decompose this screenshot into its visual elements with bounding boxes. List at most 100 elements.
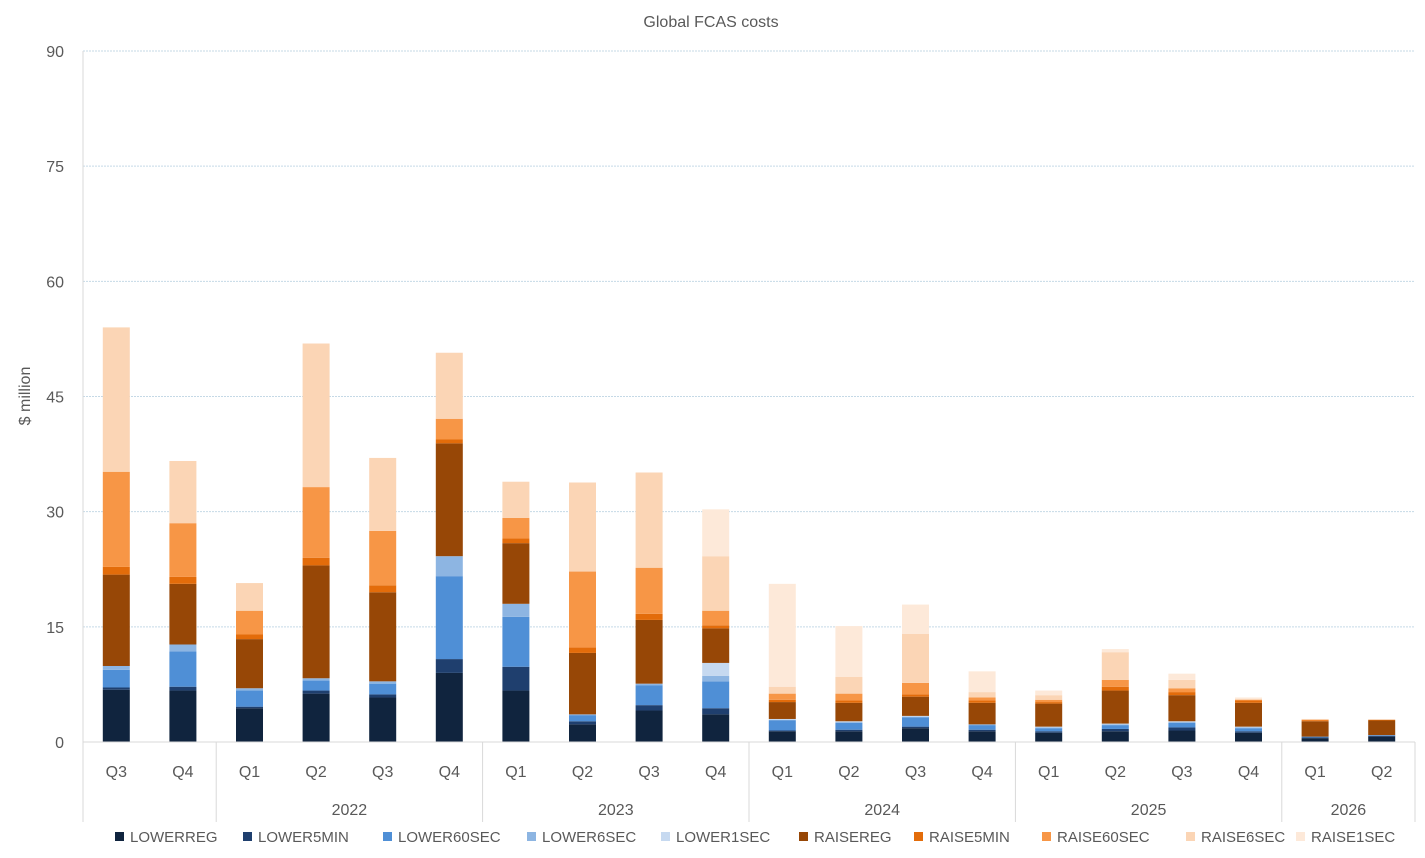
bar-segment-raisereg bbox=[1301, 721, 1329, 737]
bar-segment-lower60sec bbox=[502, 616, 530, 667]
x-axis: Q3 Q4 Q1 Q2 Q3 Q4 Q1 Q2 Q3 Q4 Q1 Q2 Q3 Q4 Q1 Q2 Q3 Q4 Q1 Q2… bbox=[82, 741, 1416, 822]
bar-segment-raise5min bbox=[302, 557, 330, 566]
year-group-label: 2023 bbox=[598, 802, 634, 819]
bar-segment-raise6sec bbox=[236, 583, 263, 611]
bar-segment-lowerreg bbox=[968, 731, 996, 742]
bar-segment-lower6sec bbox=[1035, 727, 1063, 729]
bar-segment-raise5min bbox=[1235, 700, 1262, 703]
x-tick-label: Q4 bbox=[971, 764, 992, 781]
legend-swatch bbox=[527, 832, 536, 841]
bar-segment-lower6sec bbox=[502, 603, 530, 617]
bar-segment-lower5min bbox=[968, 729, 996, 732]
bar-segment-lowerreg bbox=[635, 710, 663, 742]
bar-segment-lowerreg bbox=[102, 689, 130, 742]
bar-segment-lower1sec bbox=[835, 721, 863, 723]
bar-segment-raise6sec bbox=[768, 686, 796, 694]
legend-label: RAISE1SEC bbox=[1311, 829, 1395, 846]
bar-stack bbox=[1168, 673, 1196, 742]
bar-segment-raisereg bbox=[1035, 703, 1063, 727]
bar-segment-lowerreg bbox=[435, 672, 463, 742]
bar-segment-raise5min bbox=[1168, 692, 1196, 696]
legend-swatch bbox=[1296, 832, 1305, 841]
bar-segment-raisereg bbox=[635, 619, 663, 684]
bar-segment-lower60sec bbox=[102, 669, 130, 688]
y-tick-label: 75 bbox=[46, 159, 64, 176]
bar-segment-raise60sec bbox=[169, 523, 197, 577]
bar-segment-lower60sec bbox=[1035, 728, 1063, 732]
bar-segment-raise60sec bbox=[1035, 699, 1063, 703]
bar-segment-lowerreg bbox=[1301, 738, 1329, 742]
bar-segment-lower5min bbox=[569, 721, 596, 725]
bar-segment-raisereg bbox=[302, 565, 330, 679]
bar-segment-lower1sec bbox=[1168, 721, 1196, 723]
bar-stack bbox=[768, 583, 796, 742]
legend-label: RAISE5MIN bbox=[929, 829, 1010, 846]
bar-segment-raise5min bbox=[569, 647, 596, 653]
bar-stack bbox=[169, 460, 197, 742]
bar-segment-lower6sec bbox=[1101, 724, 1129, 726]
y-tick-label: 30 bbox=[46, 505, 64, 522]
bar-segment-lowerreg bbox=[835, 731, 863, 742]
bar-segment-raise6sec bbox=[502, 481, 530, 518]
bar-segment-lower5min bbox=[768, 730, 796, 732]
bar-stack bbox=[236, 583, 263, 742]
bar-segment-lowerreg bbox=[369, 697, 397, 742]
bar-segment-raise5min bbox=[835, 700, 863, 703]
bar-segment-raisereg bbox=[102, 574, 130, 666]
bar-segment-lower60sec bbox=[569, 715, 596, 722]
bar-segment-raise6sec bbox=[302, 343, 330, 488]
legend-swatch bbox=[799, 832, 808, 841]
bar-segment-raise60sec bbox=[102, 471, 130, 567]
bar-segment-raisereg bbox=[968, 702, 996, 725]
bar-segment-raise1sec bbox=[768, 583, 796, 687]
bar-segment-lower60sec bbox=[635, 685, 663, 706]
bar-segment-lower60sec bbox=[302, 680, 330, 691]
bar-segment-lower6sec bbox=[835, 722, 863, 723]
legend-swatch bbox=[661, 832, 670, 841]
legend-label: RAISEREG bbox=[814, 829, 892, 846]
bar-segment-raisereg bbox=[502, 543, 530, 604]
bar-segment-raise1sec bbox=[1235, 697, 1262, 700]
bar-segment-lower5min bbox=[102, 687, 130, 690]
bar-stack bbox=[1301, 718, 1329, 742]
bar-stack bbox=[1235, 697, 1262, 742]
bar-segment-raise6sec bbox=[1168, 679, 1196, 689]
legend-label: LOWER5MIN bbox=[258, 829, 349, 846]
bar-segment-lower1sec bbox=[902, 715, 929, 717]
bar-stack bbox=[502, 481, 530, 742]
bar-segment-raise60sec bbox=[435, 418, 463, 440]
legend-label: RAISE6SEC bbox=[1201, 829, 1285, 846]
bar-segment-lower6sec bbox=[169, 644, 197, 652]
legend-swatch bbox=[243, 832, 252, 841]
bar-segment-raise60sec bbox=[369, 530, 397, 586]
x-tick-label: Q1 bbox=[1038, 764, 1059, 781]
bar-segment-lower60sec bbox=[1101, 725, 1129, 729]
bar-segment-lowerreg bbox=[768, 731, 796, 742]
bar-segment-lowerreg bbox=[1035, 732, 1063, 742]
bar-segment-lower6sec bbox=[369, 681, 397, 684]
bar-segment-raise1sec bbox=[702, 509, 730, 557]
bar-segment-lower60sec bbox=[768, 720, 796, 731]
bar-stack bbox=[302, 343, 330, 742]
bar-segment-lower6sec bbox=[569, 714, 596, 716]
bar-segment-raise6sec bbox=[569, 482, 596, 572]
bar-segment-lower6sec bbox=[902, 716, 929, 718]
bar-segment-raise1sec bbox=[835, 626, 863, 677]
x-tick-label: Q3 bbox=[905, 764, 926, 781]
bar-segment-lower60sec bbox=[236, 690, 263, 707]
bar-segment-lower5min bbox=[1235, 731, 1262, 733]
bar-segment-lower6sec bbox=[302, 678, 330, 681]
bar-segment-lowerreg bbox=[1101, 731, 1129, 742]
bar-segment-lowerreg bbox=[1235, 732, 1262, 742]
bar-segment-lower60sec bbox=[835, 722, 863, 730]
x-tick-label: Q2 bbox=[1105, 764, 1126, 781]
bar-segment-lower1sec bbox=[1235, 726, 1262, 728]
bar-segment-raise6sec bbox=[1101, 652, 1129, 680]
bar-segment-raisereg bbox=[569, 652, 596, 715]
bar-segment-lower5min bbox=[635, 705, 663, 711]
bar-segment-raise5min bbox=[369, 585, 397, 593]
bar-stack bbox=[968, 671, 996, 742]
bar-segment-raise1sec bbox=[1101, 649, 1129, 653]
legend-swatch bbox=[914, 832, 923, 841]
bar-segment-raise6sec bbox=[369, 457, 397, 531]
